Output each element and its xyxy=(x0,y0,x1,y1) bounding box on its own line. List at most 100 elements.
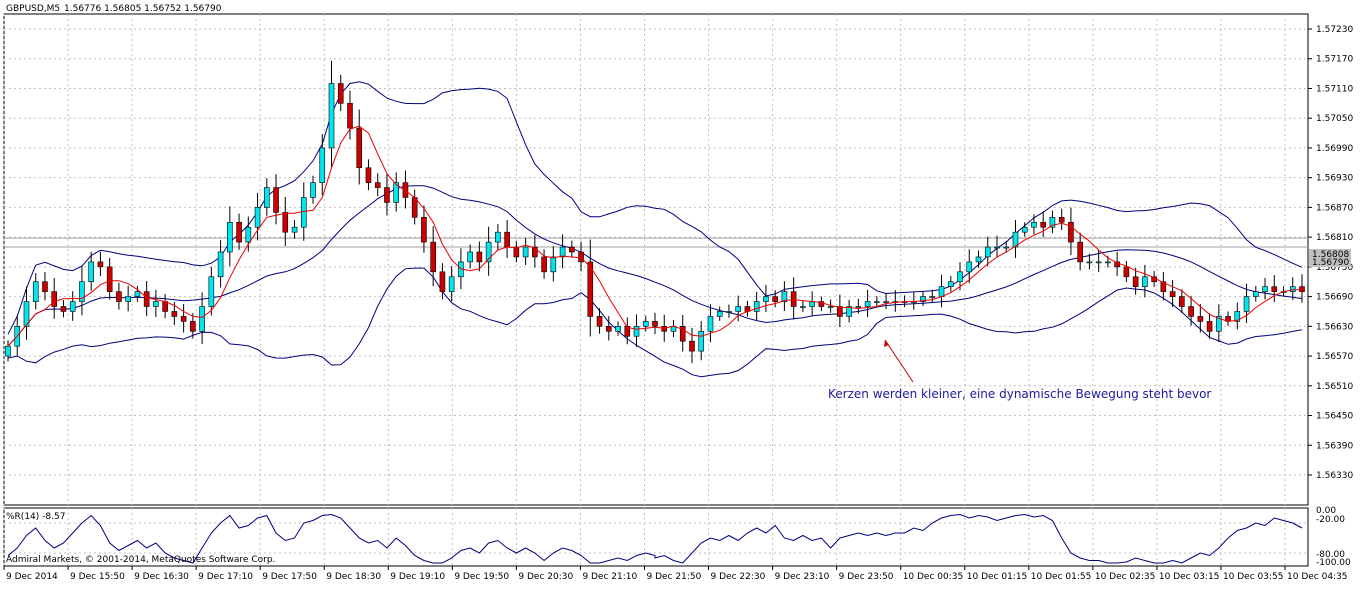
candle-body xyxy=(60,306,67,312)
candle xyxy=(467,244,473,269)
candle-body xyxy=(1132,276,1139,287)
candle xyxy=(763,284,769,313)
candle xyxy=(97,251,104,277)
y-tick-label: 1.56750 xyxy=(1316,263,1353,273)
candle-body xyxy=(384,187,390,203)
candle xyxy=(328,60,335,169)
y-tick-label: 1.56990 xyxy=(1316,144,1353,154)
x-tick-label: 9 Dec 22:30 xyxy=(711,572,766,582)
candle-body xyxy=(1299,286,1305,292)
candle xyxy=(855,298,862,314)
candle xyxy=(1086,253,1093,270)
candle xyxy=(846,299,852,323)
candle xyxy=(578,241,584,272)
candle-body xyxy=(1114,261,1120,268)
wpr-level-0: 0.00 xyxy=(1316,506,1336,516)
candle xyxy=(1040,211,1046,238)
y-tick-label: 1.56630 xyxy=(1316,322,1353,332)
candle xyxy=(929,289,936,303)
annotation-arrow xyxy=(884,339,914,383)
candle-body xyxy=(1031,221,1037,228)
x-tick-label: 9 Dec 18:30 xyxy=(326,572,381,582)
candle-body xyxy=(615,326,621,332)
candle-body xyxy=(1086,261,1093,264)
candle-body xyxy=(199,306,205,332)
candle xyxy=(485,226,492,276)
candle-body xyxy=(1169,291,1176,297)
candle xyxy=(393,172,400,212)
candle-body xyxy=(883,301,889,303)
candle-body xyxy=(273,187,279,213)
candle xyxy=(356,109,363,185)
x-tick-label: 10 Dec 02:35 xyxy=(1095,572,1156,582)
candle-body xyxy=(319,147,326,183)
candle-body xyxy=(227,221,233,253)
candle xyxy=(245,216,252,252)
candle xyxy=(439,263,446,300)
wpr-level-80: -80.00 xyxy=(1316,550,1345,560)
x-tick-label: 9 Dec 2014 xyxy=(6,572,58,582)
candle-body xyxy=(513,246,520,258)
candle-body xyxy=(171,311,178,317)
candle xyxy=(726,304,732,318)
candle-body xyxy=(1160,281,1167,292)
middle-band-line xyxy=(7,185,1303,347)
candle-body xyxy=(411,197,418,218)
candle-body xyxy=(374,182,381,188)
svg-text:1.56808: 1.56808 xyxy=(1312,250,1349,260)
candle-body xyxy=(143,291,150,307)
candle-body xyxy=(707,316,714,332)
candle xyxy=(1169,279,1176,308)
x-tick-label: 9 Dec 16:30 xyxy=(134,572,189,582)
arrow-head-icon xyxy=(884,340,889,347)
candle-body xyxy=(633,326,640,337)
candle xyxy=(1289,277,1296,301)
y-tick-label: 1.56330 xyxy=(1316,471,1353,481)
candle-body xyxy=(1289,286,1296,292)
y-tick-label: 1.56870 xyxy=(1316,203,1353,213)
candle xyxy=(236,213,242,250)
candle-body xyxy=(1206,321,1213,332)
candle xyxy=(1206,313,1213,339)
candle-body xyxy=(837,306,843,317)
candle xyxy=(1252,285,1259,302)
candle xyxy=(1216,304,1222,343)
candle-body xyxy=(994,246,1000,249)
candle xyxy=(1299,274,1305,303)
candle xyxy=(1012,220,1019,258)
candle xyxy=(365,159,372,191)
x-tick-label: 9 Dec 15:50 xyxy=(70,572,125,582)
y-tick-label: 1.57110 xyxy=(1316,84,1353,94)
candle-body xyxy=(947,281,954,287)
candle-body xyxy=(661,326,668,332)
candle-body xyxy=(1216,316,1222,332)
indicator-label: %R(14) -8.57 xyxy=(6,512,65,522)
candle-body xyxy=(874,301,880,303)
x-tick-label: 9 Dec 21:50 xyxy=(647,572,702,582)
x-tick-label: 9 Dec 19:10 xyxy=(390,572,445,582)
candle xyxy=(1271,275,1278,303)
candle xyxy=(143,280,150,317)
candle xyxy=(42,272,48,301)
candle xyxy=(32,273,39,310)
candle xyxy=(1123,260,1130,283)
svg-text:1.56790: 1.56790 xyxy=(1312,258,1349,268)
candle-body xyxy=(1040,221,1046,228)
candle xyxy=(633,314,640,347)
candle-body xyxy=(236,221,242,243)
candle xyxy=(883,293,889,310)
indicator-plot-frame xyxy=(3,507,1309,567)
candle xyxy=(569,240,575,258)
candle xyxy=(273,174,279,225)
candle xyxy=(106,257,113,300)
candle xyxy=(735,295,741,322)
candle-body xyxy=(32,281,39,302)
candle xyxy=(79,266,85,316)
candle-body xyxy=(365,167,372,183)
candle-body xyxy=(642,321,649,327)
y-tick-label: 1.56390 xyxy=(1316,441,1353,451)
candle-body xyxy=(1058,217,1065,223)
candle xyxy=(208,266,215,316)
